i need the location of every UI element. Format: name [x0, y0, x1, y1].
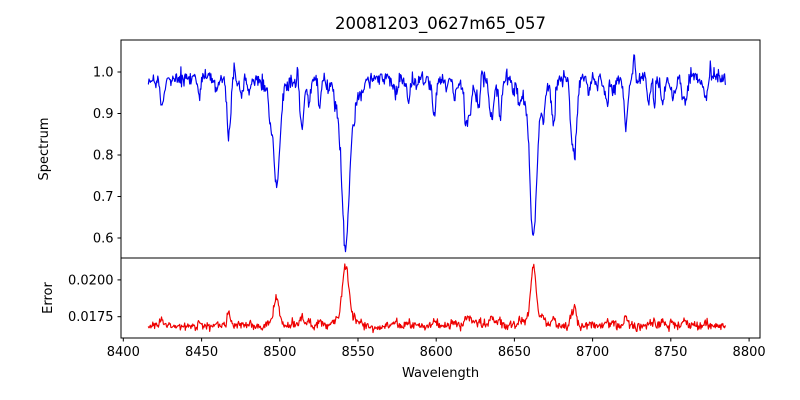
spectrum-line-series: [147, 54, 726, 253]
chart-title: 20081203_0627m65_057: [335, 14, 546, 34]
x-tick-label: 8750: [654, 345, 687, 360]
x-tick-label: 8550: [341, 345, 374, 360]
error-y-axis-label: Error: [41, 282, 56, 314]
error-y-tick-label: 0.0175: [68, 310, 114, 325]
spectrum-y-tick-label: 1.0: [93, 66, 114, 81]
spectrum-y-tick-label: 0.9: [93, 107, 114, 122]
spectrum-y-tick-label: 0.7: [93, 190, 114, 205]
spectrum-axes-frame: [120, 39, 761, 259]
spectrum-y-tick-label: 0.8: [93, 149, 114, 164]
error-axes-frame: [120, 257, 761, 339]
x-tick-label: 8450: [185, 345, 218, 360]
spectrum-y-axis-label: Spectrum: [37, 118, 52, 181]
axis-ticks: 8400 8450 8500 8550 8600 8650 8700 8750 8800 0.6 0…: [68, 66, 766, 361]
x-tick-label: 8650: [498, 345, 531, 360]
x-tick-label: 8400: [107, 345, 140, 360]
x-tick-label: 8600: [420, 345, 453, 360]
x-axis-label: Wavelength: [402, 366, 479, 381]
error-line-series: [147, 263, 726, 334]
error-y-tick-label: 0.0200: [68, 273, 114, 288]
x-tick-label: 8500: [263, 345, 296, 360]
spectrum-y-tick-label: 0.6: [93, 232, 114, 247]
x-tick-label: 8700: [576, 345, 609, 360]
x-tick-label: 8800: [733, 345, 766, 360]
